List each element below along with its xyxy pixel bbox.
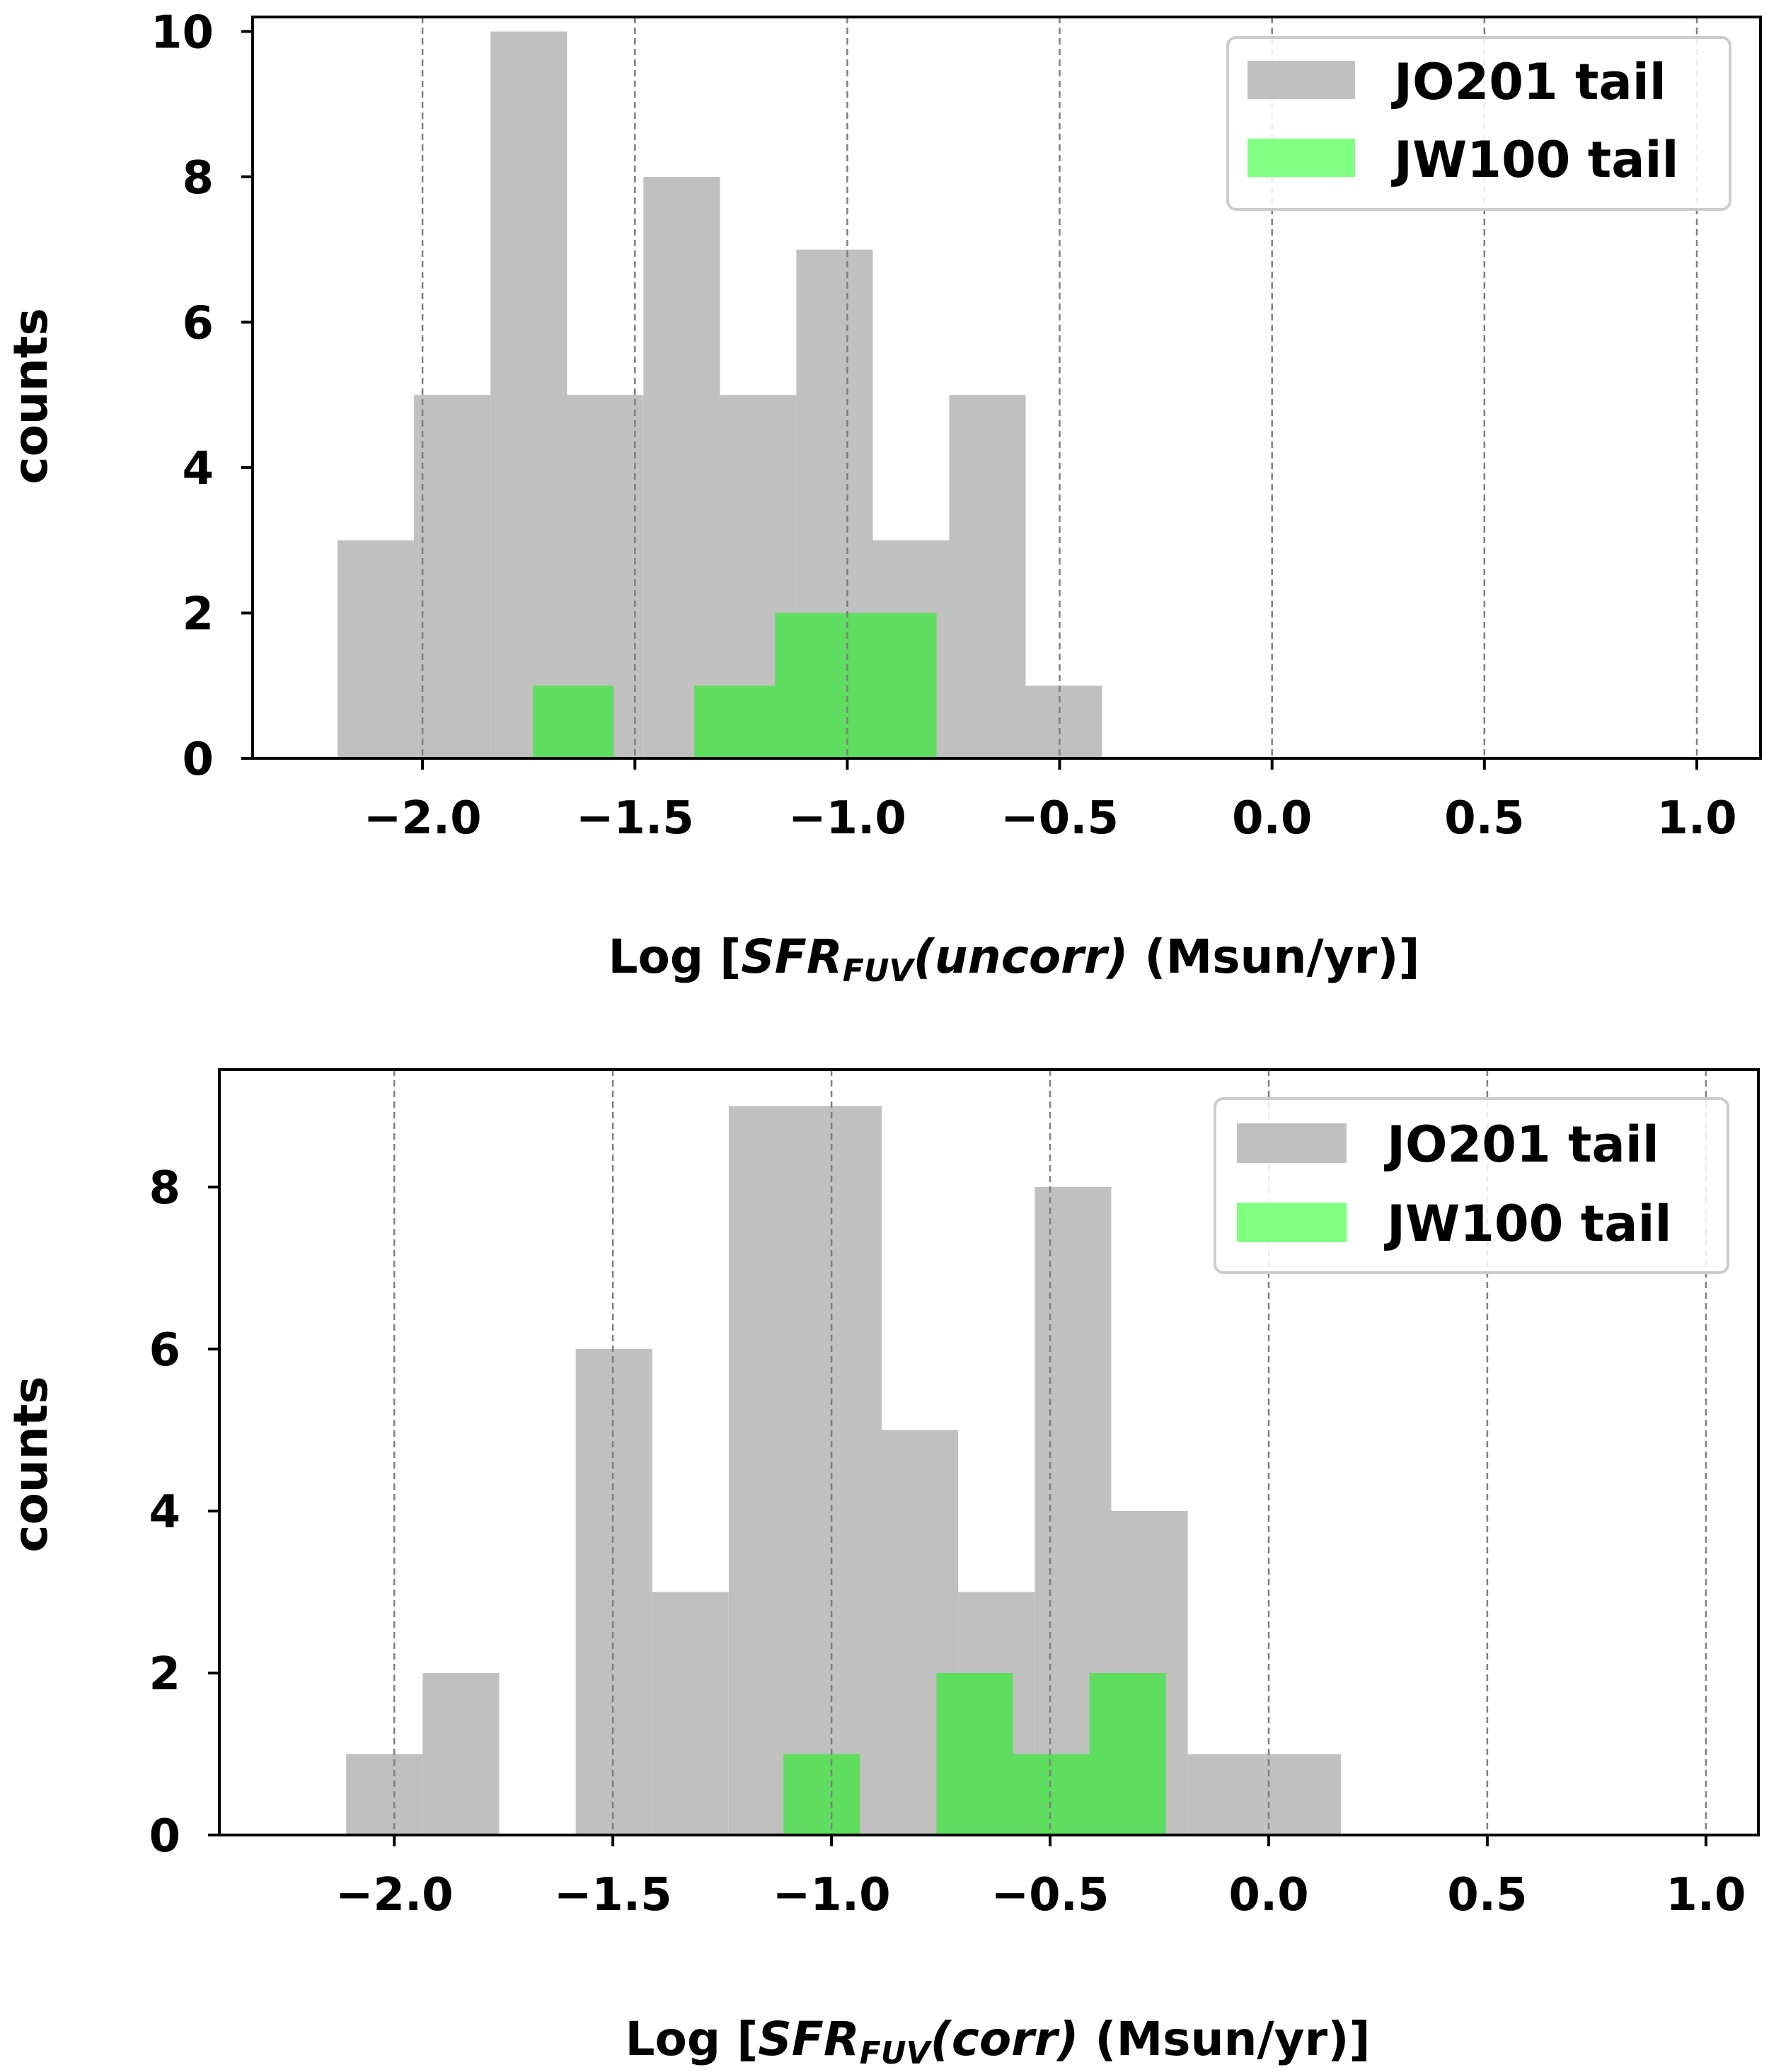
legend-corr: JO201 tail JW100 tail [1214, 1097, 1729, 1274]
x-ticks-corr: −2.0 −1.5 −1.0 −0.5 0.0 0.5 1.0 [335, 1835, 1746, 1921]
bar-jo201-6 [805, 1106, 882, 1835]
bar-jo201-4 [652, 1592, 729, 1835]
x-tick-label: −1.0 [788, 792, 906, 845]
legend-label-jw100: JW100 tail [1391, 131, 1678, 189]
x-axis-title-uncorr: Log [SFRFUV(uncorr) (Msun/yr)] [608, 930, 1419, 989]
bar-jw100-2 [936, 1673, 1013, 1835]
bar-jo201-9 [1025, 685, 1102, 758]
x-tick-label: −2.0 [364, 792, 482, 845]
bar-jo201-1 [414, 395, 491, 758]
bar-jw100-3 [775, 613, 856, 758]
bar-jw100-3 [1013, 1754, 1090, 1835]
legend-swatch-jo201 [1237, 1123, 1347, 1163]
x-ticks-uncorr: −2.0 −1.5 −1.0 −0.5 0.0 0.5 1.0 [364, 758, 1737, 845]
bar-jo201-11 [1187, 1754, 1264, 1835]
y-tick-label: 4 [149, 1486, 180, 1539]
x-tick-label: 0.5 [1444, 792, 1524, 845]
legend-label-jo201: JO201 tail [1384, 1116, 1659, 1174]
x-tick-label: 1.0 [1666, 1869, 1746, 1921]
y-axis-title-corr: counts [4, 1376, 58, 1552]
bar-jo201-5 [728, 1106, 805, 1835]
bar-jo201-1 [422, 1673, 500, 1835]
y-tick-label: 8 [182, 152, 214, 204]
bar-jw100-4 [1089, 1673, 1166, 1835]
bar-jw100-0 [783, 1754, 860, 1835]
gridlines-uncorr [421, 17, 1698, 758]
x-tick-label: 1.0 [1656, 792, 1736, 845]
x-tick-label: 0.0 [1232, 792, 1312, 845]
x-tick-label: 0.5 [1447, 1869, 1527, 1921]
legend-swatch-jw100 [1247, 139, 1355, 177]
bar-jo201-4 [643, 177, 720, 758]
bar-jw100-0 [533, 685, 614, 758]
chart-panel-corr: −2.0 −1.5 −1.0 −0.5 0.0 0.5 1.0 0 2 4 6 8 JO201 ta… [4, 1068, 1760, 2071]
y-tick-label: 4 [182, 443, 214, 495]
y-tick-label: 6 [149, 1324, 180, 1377]
bar-jw100-2 [694, 685, 776, 758]
bar-jo201-12 [1264, 1754, 1341, 1835]
legend-label-jw100: JW100 tail [1384, 1195, 1671, 1253]
bar-jo201-0 [338, 540, 415, 758]
y-tick-label: 6 [182, 298, 214, 350]
x-tick-label: −1.5 [576, 792, 694, 845]
legend-label-jo201: JO201 tail [1391, 53, 1666, 111]
bar-jo201-3 [575, 1349, 652, 1835]
legend-swatch-jo201 [1247, 61, 1355, 99]
y-axis-title-uncorr: counts [4, 308, 58, 484]
y-ticks-uncorr: 0 2 4 6 8 10 [151, 7, 253, 786]
y-ticks-corr: 0 2 4 6 8 [149, 1162, 219, 1863]
y-tick-label: 8 [149, 1162, 180, 1215]
plot-frame-corr [218, 1068, 1760, 1836]
x-tick-label: −1.0 [773, 1869, 891, 1921]
bars-uncorr [338, 31, 1102, 758]
bar-jo201-2 [490, 31, 567, 758]
x-axis-title-corr: Log [SFRFUV(corr) (Msun/yr)] [625, 2012, 1370, 2071]
x-tick-label: −0.5 [991, 1869, 1110, 1921]
y-tick-label: 0 [182, 734, 214, 786]
bar-jo201-8 [949, 395, 1026, 758]
bar-jo201-0 [346, 1754, 423, 1835]
y-tick-label: 0 [149, 1810, 180, 1863]
plot-frame-uncorr [251, 16, 1762, 760]
x-tick-label: −2.0 [335, 1869, 454, 1921]
bars-corr [346, 1106, 1341, 1835]
y-tick-label: 2 [182, 589, 214, 641]
x-tick-label: 0.0 [1228, 1869, 1308, 1921]
legend-uncorr: JO201 tail JW100 tail [1226, 36, 1731, 211]
x-tick-label: −1.5 [554, 1869, 672, 1921]
y-tick-label: 10 [151, 7, 214, 59]
y-tick-label: 2 [149, 1648, 180, 1701]
legend-swatch-jw100 [1237, 1203, 1347, 1242]
x-tick-label: −0.5 [1001, 792, 1119, 845]
chart-panel-uncorr: −2.0 −1.5 −1.0 −0.5 0.0 0.5 1.0 0 2 4 6 8 10 JO201 … [4, 7, 1762, 989]
bar-jw100-4 [855, 613, 937, 758]
